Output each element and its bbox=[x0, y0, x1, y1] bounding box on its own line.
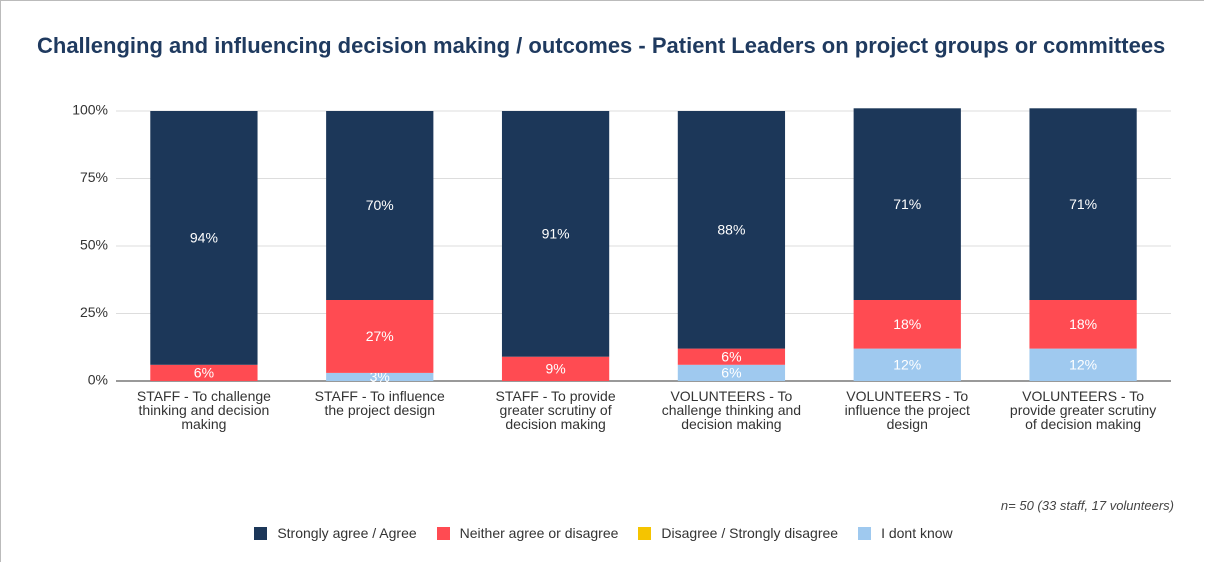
y-tick-label: 0% bbox=[88, 372, 108, 388]
bar-segment bbox=[677, 348, 786, 365]
bar-segment bbox=[853, 348, 961, 381]
bar-segment bbox=[150, 111, 258, 365]
data-label: 94% bbox=[190, 230, 218, 246]
data-label: 71% bbox=[893, 196, 921, 212]
bar-segment bbox=[1029, 300, 1137, 349]
legend-item: Neither agree or disagree bbox=[436, 525, 619, 541]
legend-swatch bbox=[254, 527, 268, 540]
chart-title: Challenging and influencing decision mak… bbox=[37, 33, 1166, 58]
bar-segment bbox=[326, 300, 434, 373]
bar-segment bbox=[326, 111, 434, 300]
legend: Strongly agree / Agree Neither agree or d… bbox=[1, 525, 1205, 541]
legend-swatch bbox=[858, 527, 872, 540]
legend-label: Disagree / Strongly disagree bbox=[661, 525, 839, 541]
data-label: 18% bbox=[1069, 316, 1097, 332]
data-label: 88% bbox=[717, 222, 745, 238]
legend-label: Strongly agree / Agree bbox=[277, 525, 417, 541]
y-tick-label: 50% bbox=[80, 237, 108, 253]
data-label: 12% bbox=[1069, 357, 1097, 373]
data-label: 71% bbox=[1069, 196, 1097, 212]
data-label: 70% bbox=[366, 197, 394, 213]
data-label: 9% bbox=[545, 361, 565, 377]
legend-item: Strongly agree / Agree bbox=[254, 525, 417, 541]
bar-segment bbox=[1029, 348, 1137, 381]
bar-segment bbox=[853, 300, 961, 349]
legend-swatch bbox=[436, 527, 450, 540]
y-tick-label: 75% bbox=[80, 169, 108, 185]
bar-segment bbox=[1029, 108, 1137, 300]
x-tick-label: STAFF - To provide greater scrutiny of d… bbox=[495, 388, 616, 432]
data-label: 6% bbox=[721, 348, 741, 364]
data-label: 18% bbox=[893, 316, 921, 332]
data-label: 91% bbox=[542, 226, 570, 242]
y-tick-label: 100% bbox=[72, 102, 108, 118]
legend-swatch bbox=[638, 527, 652, 540]
bar-segment bbox=[326, 372, 434, 381]
footnote: n= 50 (33 staff, 17 volunteers) bbox=[1000, 498, 1174, 513]
legend-item: Disagree / Strongly disagree bbox=[638, 525, 838, 541]
data-label: 27% bbox=[366, 328, 394, 344]
legend-label: I dont know bbox=[881, 525, 953, 541]
x-tick-label: VOLUNTEERS - To provide greater scrutiny… bbox=[1009, 388, 1157, 432]
x-tick-label: STAFF - To challenge thinking and decisi… bbox=[136, 388, 271, 432]
bar-segment bbox=[677, 111, 786, 349]
legend-item: I dont know bbox=[858, 525, 953, 541]
data-label: 6% bbox=[721, 365, 741, 381]
bar-segment bbox=[501, 111, 610, 357]
data-label: 12% bbox=[893, 357, 921, 373]
bar-segment bbox=[150, 364, 258, 381]
x-tick-label: VOLUNTEERS - To challenge thinking and d… bbox=[661, 388, 802, 432]
x-tick-label: STAFF - To influence the project design bbox=[314, 388, 445, 418]
y-tick-label: 25% bbox=[80, 304, 108, 320]
bar-segment bbox=[677, 364, 786, 381]
legend-label: Neither agree or disagree bbox=[459, 525, 619, 541]
bar-segment bbox=[501, 356, 610, 381]
data-label: 6% bbox=[194, 365, 214, 381]
x-tick-label: VOLUNTEERS - To influence the project de… bbox=[844, 388, 970, 432]
bar-segment bbox=[853, 108, 961, 300]
